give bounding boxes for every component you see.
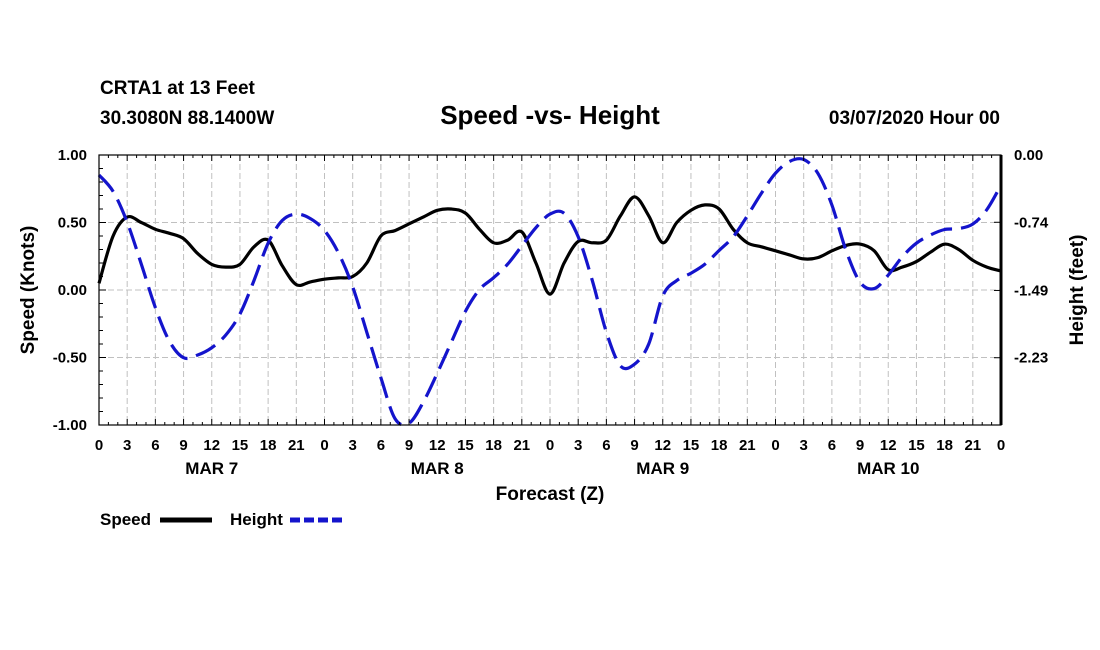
x-tick-label: 21 — [513, 437, 530, 454]
x-tick-label: 18 — [936, 437, 953, 454]
y-right-tick-label: 0.00 — [1014, 147, 1043, 164]
x-axis-title: Forecast (Z) — [496, 484, 605, 505]
day-label: MAR 8 — [411, 459, 464, 478]
right-axis-title: Height (feet) — [1067, 235, 1088, 346]
day-label: MAR 9 — [636, 459, 689, 478]
x-tick-label: 21 — [964, 437, 981, 454]
x-tick-label: 15 — [457, 437, 474, 454]
x-tick-label: 6 — [377, 437, 385, 454]
x-tick-label: 12 — [203, 437, 220, 454]
x-tick-label: 3 — [349, 437, 357, 454]
x-tick-label: 9 — [405, 437, 413, 454]
x-tick-label: 0 — [546, 437, 554, 454]
x-tick-label: 9 — [856, 437, 864, 454]
x-tick-label: 21 — [288, 437, 305, 454]
x-tick-label: 18 — [485, 437, 502, 454]
x-tick-label: 0 — [95, 437, 103, 454]
day-labels: MAR 7 MAR 8 MAR 9 MAR 10 — [185, 459, 919, 478]
left-axis-title: Speed (Knots) — [18, 226, 39, 355]
y-right-tick-label: -2.23 — [1014, 350, 1048, 367]
x-tick-label: 0 — [320, 437, 328, 454]
x-tick-label: 15 — [683, 437, 700, 454]
x-tick-label: 18 — [711, 437, 728, 454]
x-tick-label: 12 — [429, 437, 446, 454]
left-axis-labels: 1.00 0.50 0.00 -0.50 -1.00 — [53, 147, 87, 434]
x-tick-label: 6 — [828, 437, 836, 454]
x-tick-label: 12 — [654, 437, 671, 454]
y-left-tick-label: -1.00 — [53, 417, 87, 434]
chart-title: Speed -vs- Height — [440, 100, 660, 130]
height-series-line — [97, 157, 1003, 427]
legend-speed-label: Speed — [100, 510, 151, 529]
x-tick-label: 3 — [574, 437, 582, 454]
x-tick-label: 15 — [232, 437, 249, 454]
legend-height-label: Height — [230, 510, 283, 529]
x-tick-label: 9 — [179, 437, 187, 454]
x-tick-label: 0 — [771, 437, 779, 454]
x-tick-label: 21 — [739, 437, 756, 454]
y-left-tick-label: 0.00 — [58, 282, 87, 299]
x-tick-label: 15 — [908, 437, 925, 454]
y-left-tick-label: -0.50 — [53, 350, 87, 367]
x-tick-label: 6 — [602, 437, 610, 454]
x-tick-label: 9 — [630, 437, 638, 454]
grid-lines — [99, 155, 1001, 425]
y-left-tick-label: 1.00 — [58, 147, 87, 164]
location-label: 30.3080N 88.1400W — [100, 108, 274, 129]
x-tick-label: 18 — [260, 437, 277, 454]
axis-ticks — [98, 154, 1002, 426]
x-tick-label: 0 — [997, 437, 1005, 454]
x-axis-labels: 0 3 6 9 12 15 18 21 0 3 6 9 12 15 18 21 0 3 6 9 12 15 18 21 0 3 6 9… — [95, 437, 1005, 454]
y-left-tick-label: 0.50 — [58, 215, 87, 232]
right-axis-labels: 0.00 -0.74 -1.49 -2.23 — [1014, 147, 1049, 367]
speed-series-line — [97, 195, 1002, 296]
day-label: MAR 10 — [857, 459, 919, 478]
y-right-tick-label: -1.49 — [1014, 282, 1048, 299]
x-tick-label: 3 — [123, 437, 131, 454]
y-right-tick-label: -0.74 — [1014, 214, 1049, 231]
datetime-label: 03/07/2020 Hour 00 — [829, 108, 1000, 129]
legend: Speed Height — [100, 510, 342, 529]
day-label: MAR 7 — [185, 459, 238, 478]
x-tick-label: 12 — [880, 437, 897, 454]
x-tick-label: 3 — [800, 437, 808, 454]
series-lines — [97, 157, 1003, 427]
station-label: CRTA1 at 13 Feet — [100, 78, 256, 99]
x-tick-label: 6 — [151, 437, 159, 454]
